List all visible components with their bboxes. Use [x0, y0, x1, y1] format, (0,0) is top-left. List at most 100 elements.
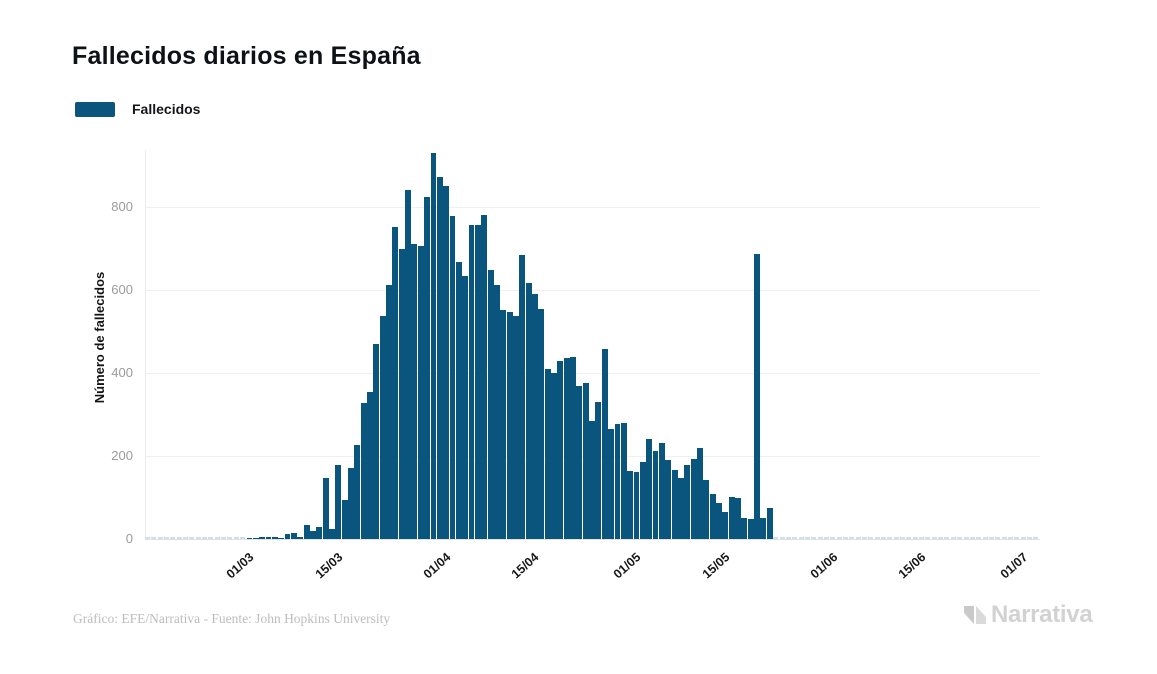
bar[interactable]: [563, 357, 570, 539]
bar[interactable]: [341, 499, 348, 539]
bar[interactable]: [322, 477, 329, 539]
bar[interactable]: [722, 511, 729, 539]
bar[interactable]: [455, 261, 462, 539]
bar[interactable]: [493, 284, 500, 539]
legend-item[interactable]: Fallecidos: [75, 101, 200, 117]
bar[interactable]: [690, 458, 697, 539]
bar[interactable]: [252, 537, 259, 539]
narrativa-logo: Narrativa: [962, 601, 1093, 629]
bar[interactable]: [500, 309, 507, 539]
bar[interactable]: [392, 226, 399, 539]
bar[interactable]: [671, 469, 678, 539]
bar[interactable]: [309, 530, 316, 539]
bar[interactable]: [379, 315, 386, 539]
bar[interactable]: [335, 464, 342, 539]
bar[interactable]: [436, 176, 443, 539]
bar[interactable]: [766, 507, 773, 539]
zero-value-bar: [919, 537, 925, 539]
bar[interactable]: [576, 385, 583, 539]
bar[interactable]: [506, 311, 513, 539]
bar[interactable]: [589, 420, 596, 539]
bar[interactable]: [658, 442, 665, 539]
bar[interactable]: [259, 536, 266, 539]
narrativa-wordmark: Narrativa: [991, 601, 1093, 628]
bar[interactable]: [430, 152, 437, 539]
bar[interactable]: [405, 189, 412, 539]
bar[interactable]: [481, 214, 488, 539]
bar[interactable]: [646, 438, 653, 539]
bar[interactable]: [284, 533, 291, 539]
bar[interactable]: [278, 537, 285, 539]
bar[interactable]: [519, 254, 526, 539]
bar[interactable]: [424, 196, 431, 539]
zero-value-bar: [817, 537, 823, 539]
bar[interactable]: [633, 471, 640, 539]
bar[interactable]: [697, 447, 703, 539]
zero-value-bar: [202, 537, 208, 539]
bar[interactable]: [316, 526, 323, 539]
bar[interactable]: [329, 528, 335, 539]
bar[interactable]: [608, 428, 615, 539]
bar[interactable]: [551, 372, 557, 539]
bar[interactable]: [411, 243, 418, 539]
bar[interactable]: [246, 537, 253, 539]
x-tick-label: 01/06: [807, 550, 840, 582]
bar[interactable]: [443, 185, 450, 539]
bar[interactable]: [417, 245, 424, 539]
bar[interactable]: [728, 496, 735, 539]
bar[interactable]: [639, 461, 646, 539]
bar[interactable]: [303, 524, 310, 539]
bar[interactable]: [449, 215, 456, 539]
bar[interactable]: [716, 502, 722, 539]
bar[interactable]: [360, 402, 367, 539]
bar[interactable]: [290, 532, 297, 539]
bar[interactable]: [627, 470, 634, 539]
bar[interactable]: [348, 467, 354, 539]
bar[interactable]: [684, 464, 691, 539]
bar[interactable]: [462, 275, 469, 539]
bar[interactable]: [570, 356, 576, 539]
bar[interactable]: [297, 536, 304, 539]
bar[interactable]: [373, 343, 380, 539]
bar[interactable]: [614, 423, 621, 539]
bar[interactable]: [474, 224, 481, 539]
bar[interactable]: [735, 497, 741, 539]
bar[interactable]: [532, 293, 538, 539]
bar[interactable]: [601, 348, 608, 539]
bar[interactable]: [665, 459, 672, 539]
bar[interactable]: [398, 248, 405, 539]
bar[interactable]: [557, 360, 564, 539]
bar[interactable]: [652, 450, 659, 539]
bar[interactable]: [709, 493, 716, 539]
y-tick-label: 200: [111, 447, 133, 463]
bar[interactable]: [703, 479, 710, 539]
bar[interactable]: [582, 382, 589, 539]
zero-value-bar: [170, 537, 176, 539]
bar[interactable]: [754, 253, 760, 539]
zero-value-bar: [969, 537, 975, 539]
bar[interactable]: [677, 477, 684, 539]
bar[interactable]: [538, 308, 545, 539]
bar[interactable]: [487, 269, 494, 539]
bar[interactable]: [513, 315, 519, 539]
footer-credit: Gráfico: EFE/Narrativa - Fuente: John Ho…: [73, 611, 391, 626]
x-tick-label: 15/06: [896, 550, 929, 582]
zero-value-bar: [950, 537, 956, 539]
zero-value-bar: [893, 537, 899, 539]
bar[interactable]: [468, 224, 475, 539]
bar[interactable]: [271, 536, 278, 539]
bar[interactable]: [544, 368, 551, 539]
bar[interactable]: [354, 444, 361, 539]
bar[interactable]: [747, 518, 754, 539]
bar[interactable]: [367, 391, 373, 539]
bar[interactable]: [386, 284, 392, 539]
bar[interactable]: [525, 282, 532, 539]
x-tick-label: 01/07: [997, 550, 1031, 582]
bar[interactable]: [760, 517, 767, 539]
bar[interactable]: [265, 536, 272, 539]
bar[interactable]: [741, 517, 748, 539]
bar[interactable]: [595, 401, 602, 539]
bar[interactable]: [620, 422, 627, 539]
zero-value-bar: [823, 537, 829, 539]
